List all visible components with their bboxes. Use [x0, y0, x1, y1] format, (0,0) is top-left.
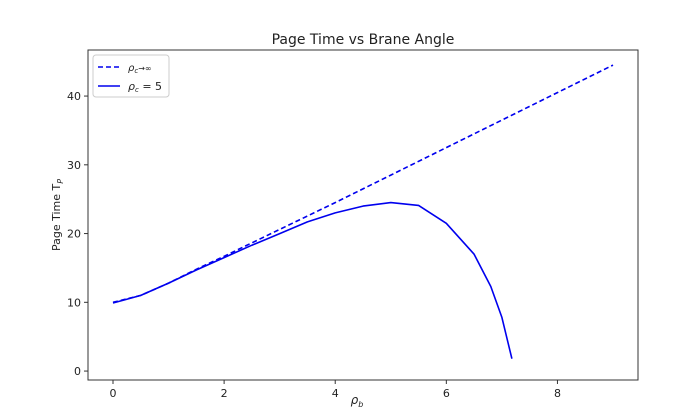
y-tick-label: 0 [74, 365, 81, 378]
y-tick-label: 40 [67, 90, 81, 103]
series-line-rho-c-infinity [112, 64, 614, 304]
y-axis-label: Page Time TP [50, 179, 65, 251]
x-axis-label: ρb [351, 393, 364, 409]
legend: ρc→∞ ρc = 5 [92, 54, 170, 98]
x-tick-label: 8 [554, 387, 561, 400]
y-tick-label: 20 [67, 228, 81, 241]
series-line-rho-c-5 [112, 201, 513, 359]
legend-label-rho-c-5: ρc = 5 [128, 80, 162, 94]
legend-label-rho-c-infinity: ρc→∞ [128, 63, 152, 75]
y-tick-label: 30 [67, 159, 81, 172]
x-tick-label: 0 [110, 387, 117, 400]
y-axis: 0 10 20 30 40 [67, 90, 88, 378]
x-axis: 0 2 4 6 8 [110, 380, 561, 400]
axes-frame [87, 49, 639, 381]
x-tick-label: 6 [443, 387, 450, 400]
y-tick-label: 10 [67, 296, 81, 309]
x-tick-label: 4 [332, 387, 339, 400]
chart-title: Page Time vs Brane Angle [272, 32, 455, 48]
plot-area [112, 64, 614, 359]
x-tick-label: 2 [221, 387, 228, 400]
